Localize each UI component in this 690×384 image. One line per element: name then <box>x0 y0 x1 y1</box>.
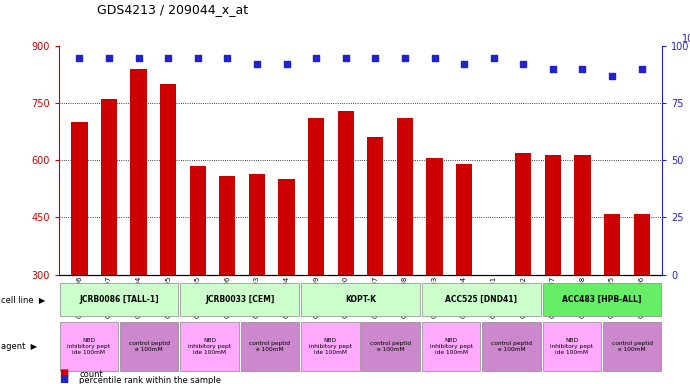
Text: NBD
inhibitory pept
ide 100mM: NBD inhibitory pept ide 100mM <box>68 338 110 355</box>
Bar <box>542 283 662 316</box>
Bar <box>71 122 88 384</box>
Text: NBD
inhibitory pept
ide 100mM: NBD inhibitory pept ide 100mM <box>188 338 231 355</box>
Text: control peptid
e 100mM: control peptid e 100mM <box>250 341 290 352</box>
Bar <box>59 283 179 316</box>
Bar <box>633 214 650 384</box>
Bar <box>308 118 324 384</box>
Bar <box>101 99 117 384</box>
Text: ■: ■ <box>59 374 68 384</box>
Point <box>281 61 292 68</box>
Point <box>429 55 440 61</box>
Text: control peptid
e 100mM: control peptid e 100mM <box>129 341 170 352</box>
Bar <box>130 69 147 384</box>
Bar <box>422 283 541 316</box>
Bar <box>190 166 206 384</box>
Point <box>133 55 144 61</box>
Text: NBD
inhibitory pept
ide 100mM: NBD inhibitory pept ide 100mM <box>309 338 352 355</box>
Point <box>193 55 204 61</box>
Text: NBD
inhibitory pept
ide 100mM: NBD inhibitory pept ide 100mM <box>430 338 473 355</box>
Point <box>547 66 558 72</box>
Bar <box>574 155 591 384</box>
Point <box>221 55 233 61</box>
Point <box>310 55 322 61</box>
Point <box>577 66 588 72</box>
Point <box>74 55 85 61</box>
Text: ACC525 [DND41]: ACC525 [DND41] <box>445 295 518 304</box>
Bar <box>180 322 239 371</box>
Bar <box>301 283 420 316</box>
Text: GDS4213 / 209044_x_at: GDS4213 / 209044_x_at <box>97 3 248 17</box>
Text: control peptid
e 100mM: control peptid e 100mM <box>612 341 653 352</box>
Point <box>251 61 262 68</box>
Bar <box>337 111 354 384</box>
Text: control peptid
e 100mM: control peptid e 100mM <box>371 341 411 352</box>
Bar <box>397 118 413 384</box>
Bar <box>219 175 235 384</box>
Point <box>459 61 470 68</box>
Text: count: count <box>79 370 103 379</box>
Bar <box>604 214 620 384</box>
Point <box>518 61 529 68</box>
Text: control peptid
e 100mM: control peptid e 100mM <box>491 341 532 352</box>
Bar <box>603 322 662 371</box>
Y-axis label: 100%: 100% <box>682 34 690 44</box>
Bar <box>362 322 420 371</box>
Bar <box>59 322 118 371</box>
Text: agent  ▶: agent ▶ <box>1 342 37 351</box>
Text: percentile rank within the sample: percentile rank within the sample <box>79 376 221 384</box>
Bar <box>456 164 472 384</box>
Text: ACC483 [HPB-ALL]: ACC483 [HPB-ALL] <box>562 295 642 304</box>
Text: ■: ■ <box>59 367 68 377</box>
Text: NBD
inhibitory pept
ide 100mM: NBD inhibitory pept ide 100mM <box>551 338 593 355</box>
Bar <box>278 179 295 384</box>
Point <box>489 55 500 61</box>
Bar <box>515 153 531 384</box>
Point <box>163 55 174 61</box>
Text: JCRB0086 [TALL-1]: JCRB0086 [TALL-1] <box>79 295 159 304</box>
Bar <box>241 322 299 371</box>
Bar <box>120 322 179 371</box>
Bar <box>249 174 265 384</box>
Text: cell line  ▶: cell line ▶ <box>1 295 46 304</box>
Text: KOPT-K: KOPT-K <box>345 295 376 304</box>
Point <box>400 55 411 61</box>
Point <box>340 55 351 61</box>
Bar <box>160 84 176 384</box>
Bar <box>542 322 601 371</box>
Bar <box>486 275 502 384</box>
Bar <box>367 137 384 384</box>
Text: JCRB0033 [CEM]: JCRB0033 [CEM] <box>205 295 275 304</box>
Point <box>104 55 115 61</box>
Bar <box>426 159 443 384</box>
Point <box>607 73 618 79</box>
Bar <box>545 155 561 384</box>
Point <box>636 66 647 72</box>
Bar <box>482 322 541 371</box>
Bar <box>180 283 299 316</box>
Point <box>370 55 381 61</box>
Bar <box>422 322 480 371</box>
Bar <box>301 322 359 371</box>
